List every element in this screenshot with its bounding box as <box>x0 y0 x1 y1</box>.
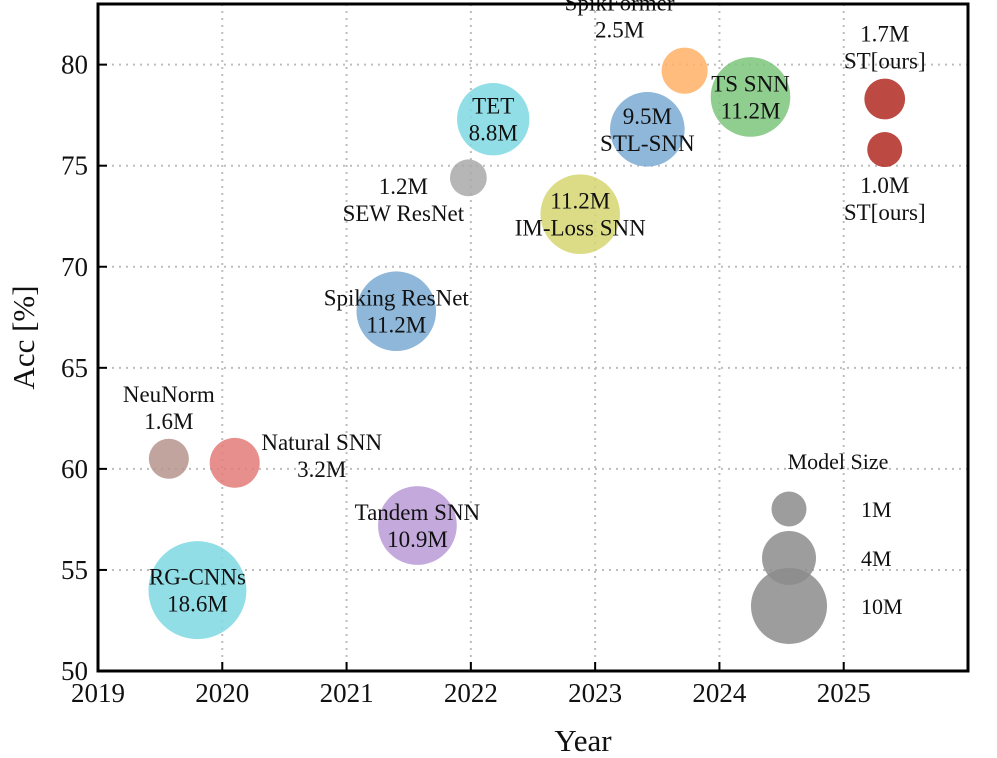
x-tick-label-2020: 2020 <box>195 678 249 708</box>
bubble-st-ours-10 <box>867 132 903 168</box>
axes: 2019 2020 2021 2022 2023 2024 2025 50 55 60 65 70 75… <box>61 2 970 708</box>
x-tick-label-2022: 2022 <box>444 678 498 708</box>
bubble-spikformer <box>661 47 708 94</box>
bubble-im-loss-snn <box>540 174 621 254</box>
bubble-label-line: 8.8M <box>469 121 518 146</box>
bubble-label-sew-resnet: 1.2M SEW ResNet <box>343 174 465 226</box>
x-tick-label-2019: 2019 <box>71 678 125 708</box>
bubble-label-line: 9.5M <box>623 104 672 129</box>
legend-label-10M: 10M <box>861 594 903 619</box>
bubbles-layer <box>148 47 906 640</box>
y-tick-label-75: 75 <box>61 151 88 181</box>
bubble-spiking-resnet <box>356 271 437 352</box>
legend-label-1M: 1M <box>861 497 892 522</box>
x-tick-label-2021: 2021 <box>320 678 374 708</box>
bubble-label-line: SEW ResNet <box>343 201 465 226</box>
bubble-label-line: Natural SNN <box>261 430 382 455</box>
y-tick-label-65: 65 <box>61 353 88 383</box>
bubble-label-line: ST[ours] <box>844 49 926 74</box>
bubble-ts-snn <box>710 57 791 137</box>
bubble-label-tet: TET 8.8M <box>469 94 518 146</box>
bubble-label-line: TS SNN <box>711 71 790 96</box>
bubble-label-line: RG-CNNs <box>149 565 246 590</box>
bubble-label-line: STL-SNN <box>600 131 695 156</box>
bubble-label-line: TET <box>472 94 514 119</box>
bubble-label-line: NeuNorm <box>123 382 215 407</box>
y-tick-label-70: 70 <box>61 252 88 282</box>
legend-label-4M: 4M <box>861 546 892 571</box>
bubble-label-line: Tandem SNN <box>355 500 481 525</box>
bubble-label-line: 11.2M <box>366 313 426 338</box>
bubble-label-line: Spiking ResNet <box>324 286 470 311</box>
bubble-natural-snn <box>209 437 260 488</box>
plot-frame <box>96 2 970 673</box>
bubble-label-line: 10.9M <box>387 527 448 552</box>
x-tick-label-2023: 2023 <box>568 678 622 708</box>
bubble-label-line: IM-Loss SNN <box>515 216 646 241</box>
y-tick-label-50: 50 <box>61 656 88 686</box>
grid-lines <box>98 4 968 671</box>
bubble-label-ts-snn: TS SNN 11.2M <box>711 71 790 123</box>
bubble-label-line: 3.2M <box>297 457 346 482</box>
legend: Model Size 1M 4M 10M <box>750 449 903 645</box>
bubble-sew-resnet <box>449 159 487 197</box>
bubble-label-spikformer: SpikFormer 2.5M <box>565 0 675 43</box>
bubble-stl-snn <box>610 92 685 167</box>
y-tick-label-60: 60 <box>61 454 88 484</box>
bubble-rg-cnns <box>148 541 247 640</box>
bubble-label-im-loss-snn: 11.2M IM-Loss SNN <box>515 189 646 241</box>
bubble-label-line: 1.0M <box>860 173 909 198</box>
x-axis-title: Year <box>554 723 612 758</box>
bubble-label-line: ST[ours] <box>844 200 926 225</box>
bubble-label-st-ours-17: 1.7M ST[ours] <box>844 22 926 74</box>
bubble-label-line: 1.7M <box>860 22 909 47</box>
x-tick-label-2024: 2024 <box>692 678 747 708</box>
y-tick-label-80: 80 <box>61 50 88 80</box>
bubble-neunorm <box>148 438 189 479</box>
y-axis-title: Acc [%] <box>6 285 41 389</box>
x-tick-label-2025: 2025 <box>817 678 871 708</box>
bubble-st-ours-17 <box>864 78 906 120</box>
bubble-label-neunorm: NeuNorm 1.6M <box>123 382 215 434</box>
legend-marker-10M <box>750 567 828 645</box>
bubble-tandem-snn <box>378 486 457 565</box>
bubble-label-rg-cnns: RG-CNNs 18.6M <box>149 565 246 617</box>
bubble-label-line: SpikFormer <box>565 0 675 16</box>
bubble-label-line: 1.6M <box>144 409 193 434</box>
bubble-label-stl-snn: 9.5M STL-SNN <box>600 104 695 156</box>
bubble-label-line: 1.2M <box>379 174 428 199</box>
legend-marker-1M <box>771 491 807 527</box>
bubble-label-line: 2.5M <box>595 18 644 43</box>
bubble-label-line: 18.6M <box>167 592 228 617</box>
bubble-label-tandem-snn: Tandem SNN 10.9M <box>355 500 481 552</box>
y-tick-label-55: 55 <box>61 555 88 585</box>
bubble-tet <box>457 83 530 156</box>
bubble-label-st-ours-10: 1.0M ST[ours] <box>844 173 926 225</box>
bubble-labels-layer: RG-CNNs 18.6M NeuNorm 1.6M Natural SNN 3.2M Sp… <box>123 0 926 617</box>
bubble-label-line: 11.2M <box>550 189 610 214</box>
bubble-label-line: 11.2M <box>721 98 781 123</box>
legend-title: Model Size <box>788 449 889 474</box>
bubble-label-natural-snn: Natural SNN 3.2M <box>261 430 382 482</box>
bubble-label-spiking-resnet: Spiking ResNet 11.2M <box>324 286 470 338</box>
